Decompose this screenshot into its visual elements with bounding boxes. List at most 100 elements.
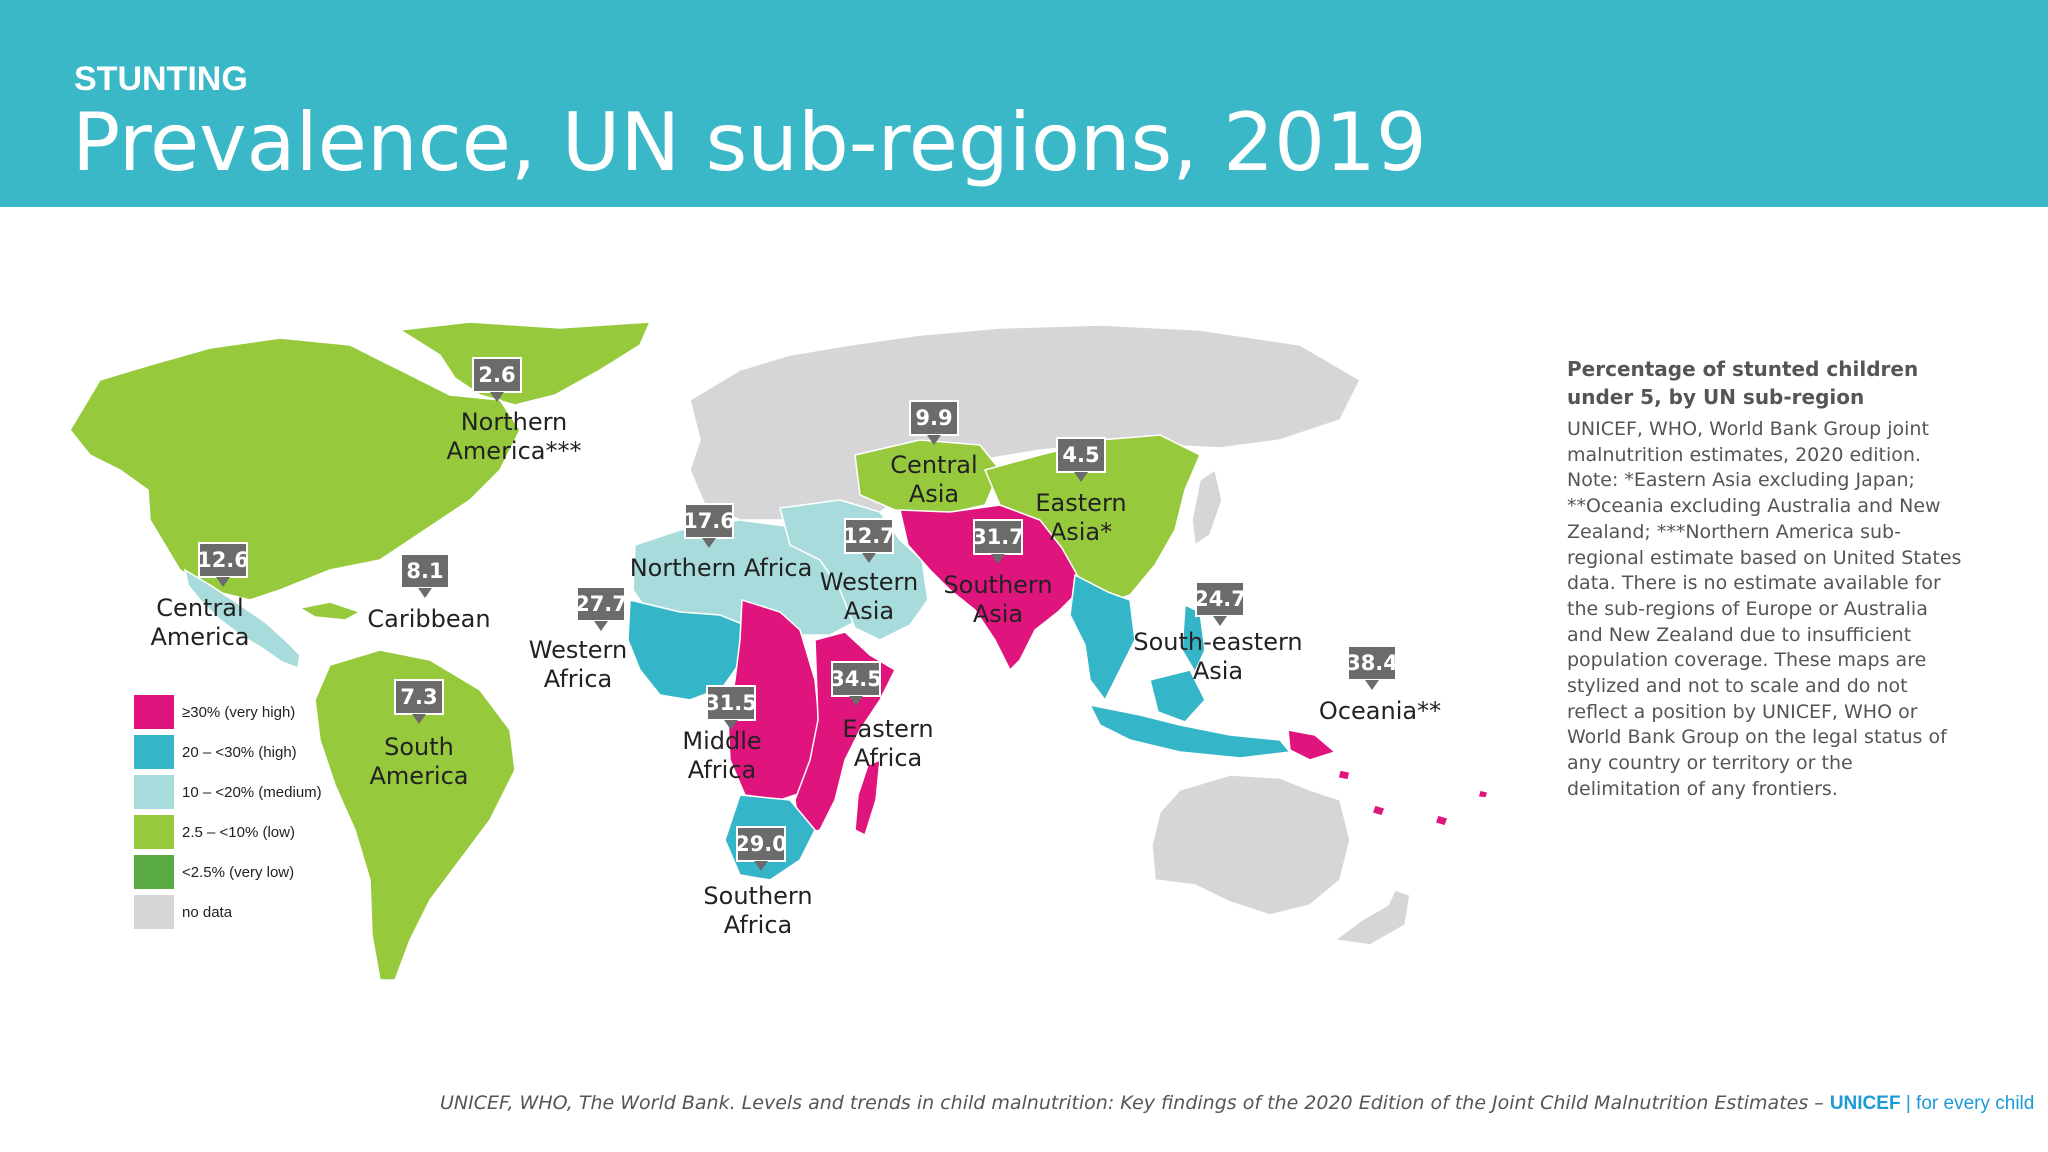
region-name: Western Africa (529, 636, 627, 693)
value-box-pointer (991, 554, 1005, 564)
region-value: 12.7 (843, 524, 895, 548)
region-value: 31.7 (972, 525, 1024, 549)
region-labels: 2.6 Northern America*** 12.6 Central America 8… (151, 357, 1441, 939)
region-name: Northern Africa (630, 554, 813, 582)
region-name: Eastern Africa (842, 715, 933, 772)
region-marker: 9.9 Central Asia (890, 400, 978, 508)
region-name: Eastern Asia* (1035, 489, 1126, 546)
value-box (973, 519, 1023, 555)
legend-label: no data (182, 904, 233, 921)
region-name: Southern Asia (943, 571, 1052, 628)
legend-swatch (134, 775, 174, 809)
land-central-america (183, 568, 301, 670)
region-value: 2.6 (478, 363, 515, 387)
value-box-pointer (724, 720, 738, 730)
value-box (198, 542, 248, 578)
value-box-pointer (862, 553, 876, 563)
legend-swatch (134, 895, 174, 929)
value-box (394, 679, 444, 715)
region-marker: 34.5 Eastern Africa (830, 661, 934, 772)
source-footer: UNICEF, WHO, The World Bank. Levels and … (440, 1092, 2034, 1115)
legend-label: 2.5 – <10% (low) (182, 824, 295, 841)
value-box (1195, 581, 1245, 617)
land-japan (1191, 468, 1223, 547)
region-marker: 17.6 Northern Africa (630, 503, 813, 582)
header-bar: STUNTING Prevalence, UN sub-regions, 201… (0, 0, 2048, 207)
region-name: South America (370, 733, 469, 790)
region-name: Central Asia (890, 451, 977, 508)
region-marker: 29.0 Southern Africa (703, 826, 813, 939)
value-box-pointer (702, 538, 716, 548)
region-value: 24.7 (1194, 587, 1246, 611)
world-map: ≥30% (very high) 20 – <30% (high) 10 – <20… (69, 321, 1489, 981)
land-oceania-islands (1337, 769, 1489, 827)
region-marker: 7.3 South America (370, 679, 469, 790)
topic-kicker: STUNTING (74, 60, 248, 98)
value-box (831, 661, 881, 697)
region-marker: 8.1 Caribbean (367, 553, 491, 633)
land-south-america (314, 649, 516, 981)
value-box-pointer (1213, 616, 1227, 626)
region-value: 7.3 (400, 685, 437, 709)
region-name: Oceania** (1319, 697, 1441, 725)
region-value: 34.5 (830, 667, 882, 691)
region-name: Caribbean (367, 605, 490, 633)
land-borneo (1149, 669, 1206, 723)
land-australia (1151, 774, 1351, 916)
value-box-pointer (754, 861, 768, 871)
region-name: Western Asia (820, 568, 918, 625)
region-marker: 31.5 Middle Africa (682, 685, 762, 784)
value-box-pointer (594, 621, 608, 631)
region-marker: 2.6 Northern America*** (447, 357, 582, 465)
land-new-zealand (1333, 889, 1411, 946)
legend-label: 20 – <30% (high) (182, 744, 297, 761)
region-marker: 38.4 Oceania** (1319, 645, 1441, 725)
map-legend: ≥30% (very high) 20 – <30% (high) 10 – <20… (134, 695, 322, 929)
value-box-pointer (412, 714, 426, 724)
value-box-pointer (418, 588, 432, 598)
value-box-pointer (1365, 680, 1379, 690)
region-name: South-eastern Asia (1133, 628, 1302, 685)
notes-title: Percentage of stunted children under 5, … (1567, 357, 1919, 409)
value-box-pointer (490, 392, 504, 402)
land-oceania-png (1287, 729, 1337, 761)
region-value: 17.6 (683, 509, 735, 533)
value-box (1347, 645, 1397, 681)
region-value: 31.5 (705, 691, 757, 715)
page-title: Prevalence, UN sub-regions, 2019 (72, 96, 1427, 189)
legend-swatch (134, 695, 174, 729)
value-box-pointer (216, 577, 230, 587)
region-value: 12.6 (197, 548, 249, 572)
region-marker: 31.7 Southern Asia (943, 519, 1053, 628)
unicef-brand: UNICEF (1829, 1093, 1901, 1114)
region-value: 8.1 (406, 559, 443, 583)
region-marker: 27.7 Western Africa (529, 586, 627, 693)
region-name: Northern America*** (447, 408, 582, 465)
legend-swatch (134, 735, 174, 769)
region-value: 9.9 (915, 406, 952, 430)
value-box (1056, 437, 1106, 473)
region-marker: 24.7 South-eastern Asia (1133, 581, 1303, 685)
region-name: Middle Africa (682, 727, 761, 784)
land-greenland (397, 321, 652, 406)
region-value: 27.7 (575, 592, 627, 616)
region-name: Central America (151, 594, 250, 651)
region-value: 4.5 (1062, 443, 1099, 467)
notes-panel: Percentage of stunted children under 5, … (1567, 355, 1967, 803)
land-southeast-asia-mainland (1069, 573, 1136, 702)
legend-label: 10 – <20% (medium) (182, 784, 322, 801)
land-caribbean (297, 601, 362, 621)
value-box (844, 518, 894, 554)
legend-label: <2.5% (very low) (182, 864, 294, 881)
legend-label: ≥30% (very high) (182, 704, 295, 721)
region-value: 38.4 (1346, 651, 1398, 675)
land-madagascar (854, 758, 881, 837)
value-box-pointer (1074, 472, 1088, 482)
region-marker: 12.7 Western Asia (820, 518, 918, 625)
unicef-tagline: | for every child (1900, 1093, 2035, 1114)
region-marker: 12.6 Central America (151, 542, 250, 651)
region-marker: 4.5 Eastern Asia* (1035, 437, 1127, 546)
value-box-pointer (849, 696, 863, 706)
region-name: Southern Africa (703, 882, 812, 939)
source-citation: UNICEF, WHO, The World Bank. Levels and … (440, 1092, 1830, 1114)
